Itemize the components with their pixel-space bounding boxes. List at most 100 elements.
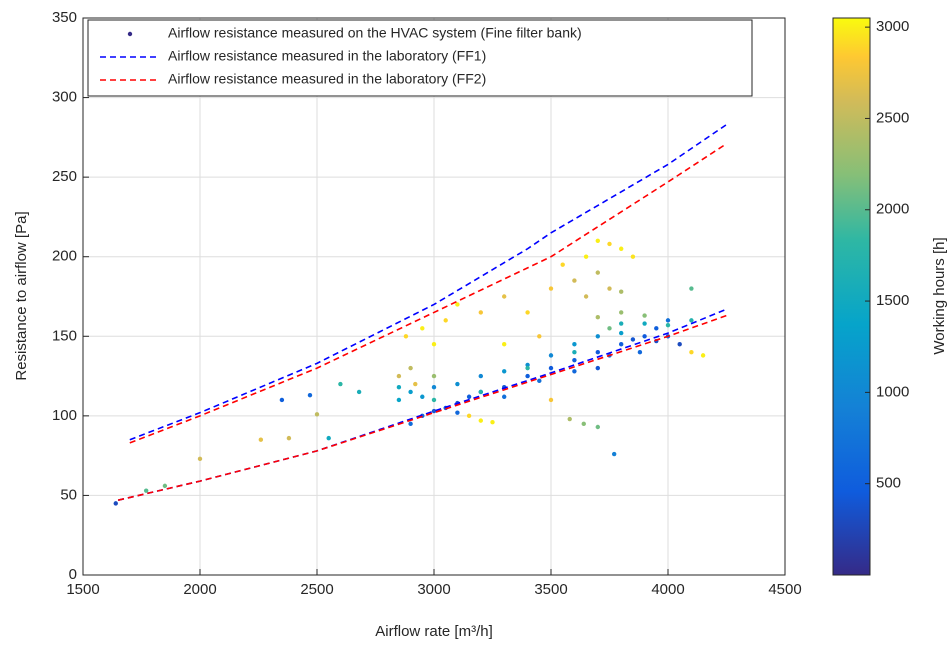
data-point: [595, 424, 600, 430]
x-tick-label: 4500: [768, 581, 801, 598]
lab-curve: [117, 143, 727, 501]
data-point: [431, 385, 437, 390]
data-point: [595, 314, 600, 320]
data-point: [356, 389, 362, 395]
data-point: [689, 286, 694, 291]
data-point: [143, 488, 149, 493]
data-point: [595, 350, 600, 355]
data-point: [607, 326, 612, 331]
y-tick-label: 250: [52, 168, 77, 185]
data-point: [420, 326, 425, 331]
x-tick-label: 2500: [300, 581, 333, 598]
data-point: [478, 389, 483, 395]
x-tick-label: 3500: [534, 581, 567, 598]
data-point: [502, 369, 507, 374]
data-point: [689, 350, 694, 355]
data-point: [572, 278, 577, 283]
legend: Airflow resistance measured on the HVAC …: [87, 19, 753, 97]
data-point: [572, 342, 577, 347]
data-point: [548, 365, 554, 371]
data-point: [408, 389, 413, 395]
colorbar-tick-label: 500: [876, 475, 901, 492]
data-point: [490, 420, 495, 425]
data-point: [595, 238, 600, 243]
data-point: [567, 416, 572, 422]
data-point: [478, 310, 483, 315]
data-point: [279, 397, 285, 403]
data-point: [548, 286, 554, 291]
y-tick-label: 150: [52, 327, 77, 344]
data-point: [478, 373, 483, 379]
data-point: [396, 397, 402, 403]
data-point: [413, 381, 418, 387]
legend-label: Airflow resistance measured in the labor…: [168, 71, 486, 87]
data-point: [572, 369, 577, 374]
colorbar-tick-label: 1000: [876, 383, 909, 400]
data-point: [665, 318, 671, 323]
data-point: [455, 410, 460, 415]
axes-frame: [82, 17, 786, 576]
data-point: [637, 350, 643, 355]
data-point: [396, 373, 402, 379]
data-point: [560, 262, 565, 267]
legend-box: [87, 19, 753, 97]
y-tick-label: 0: [69, 566, 77, 583]
x-tick-label: 4000: [651, 581, 684, 598]
data-point: [665, 322, 671, 328]
data-point: [197, 456, 203, 462]
data-point: [408, 421, 413, 427]
data-point: [700, 353, 706, 358]
data-point: [654, 326, 659, 331]
y-tick-label: 100: [52, 407, 77, 424]
colorbar-label: Working hours [h]: [931, 237, 948, 354]
data-point: [611, 451, 617, 457]
x-tick-label: 3000: [417, 581, 450, 598]
data-point: [307, 392, 313, 398]
data-point: [572, 357, 577, 363]
data-point: [525, 373, 530, 379]
data-point: [502, 294, 507, 299]
data-point: [607, 286, 612, 291]
y-tick-label: 200: [52, 248, 77, 265]
data-point: [466, 394, 472, 399]
data-point: [630, 337, 636, 342]
y-tick-label: 350: [52, 9, 77, 26]
data-point: [595, 365, 600, 371]
data-point: [502, 394, 507, 399]
legend-label: Airflow resistance measured in the labor…: [168, 48, 486, 64]
data-point: [408, 365, 413, 371]
data-point: [619, 342, 624, 347]
colorbar: [832, 17, 871, 576]
data-point: [537, 378, 542, 384]
data-point: [326, 435, 331, 441]
data-point: [466, 413, 472, 419]
data-point: [396, 385, 402, 390]
data-point: [431, 397, 437, 403]
data-point: [630, 254, 636, 259]
y-axis-label: Resistance to airflow [Pa]: [13, 211, 30, 380]
data-point: [537, 334, 542, 339]
data-point: [431, 342, 437, 347]
colorbar-tick-label: 2000: [876, 201, 909, 218]
data-point: [478, 418, 483, 423]
data-point: [525, 310, 530, 315]
data-point: [595, 270, 600, 275]
data-point: [607, 241, 612, 247]
data-point: [583, 254, 589, 259]
data-point: [548, 397, 554, 403]
data-point: [162, 483, 168, 489]
data-point: [525, 365, 530, 371]
data-point: [642, 321, 647, 326]
data-point: [258, 437, 264, 442]
data-point: [572, 350, 577, 355]
data-point: [455, 302, 460, 307]
legend-label: Airflow resistance measured on the HVAC …: [168, 25, 582, 41]
y-tick-label: 300: [52, 89, 77, 106]
data-point: [642, 313, 647, 318]
data-point: [619, 289, 624, 294]
data-point: [619, 321, 624, 326]
data-point: [403, 334, 409, 339]
data-point: [583, 294, 589, 299]
data-point: [677, 342, 682, 347]
